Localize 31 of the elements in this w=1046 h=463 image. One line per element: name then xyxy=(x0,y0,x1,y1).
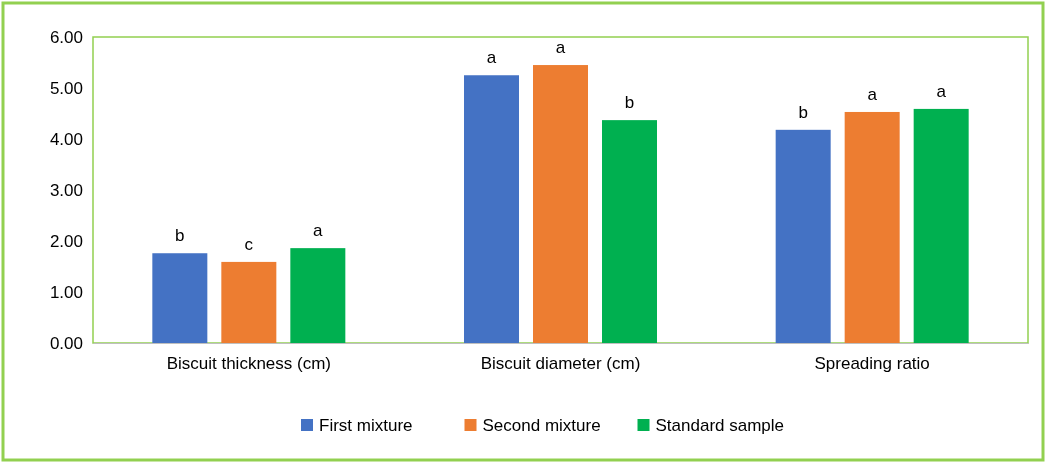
y-tick-label: 1.00 xyxy=(49,282,83,302)
y-tick-label: 5.00 xyxy=(49,78,83,98)
annotation: c xyxy=(244,234,254,254)
legend-label: First mixture xyxy=(319,416,413,435)
x-tick-label: Biscuit diameter (cm) xyxy=(480,354,641,374)
annotation: a xyxy=(486,48,497,68)
y-tick-label: 0.00 xyxy=(49,333,83,353)
annotation: b xyxy=(175,226,185,246)
bar xyxy=(533,65,588,343)
annotation: a xyxy=(867,84,878,104)
x-tick-label: Spreading ratio xyxy=(814,354,930,374)
bar xyxy=(775,129,831,343)
legend-label: Standard sample xyxy=(655,416,785,435)
annotation: a xyxy=(555,38,566,58)
y-tick-label: 4.00 xyxy=(49,129,83,149)
y-tick-label: 2.00 xyxy=(49,231,83,251)
bar xyxy=(152,253,208,343)
bar xyxy=(844,111,900,343)
annotation: a xyxy=(936,81,947,101)
bar xyxy=(602,120,657,343)
annotation: b xyxy=(624,93,635,113)
x-tick-label: Biscuit thickness (cm) xyxy=(166,354,332,374)
y-tick-label: 3.00 xyxy=(49,180,83,200)
annotation: b xyxy=(798,102,808,122)
y-tick-label: 6.00 xyxy=(49,27,83,47)
annotation: a xyxy=(313,221,324,241)
bar xyxy=(913,108,969,343)
bar xyxy=(221,261,277,343)
bar xyxy=(464,75,519,343)
legend-label: Second mixture xyxy=(482,416,601,435)
bar xyxy=(290,248,346,343)
